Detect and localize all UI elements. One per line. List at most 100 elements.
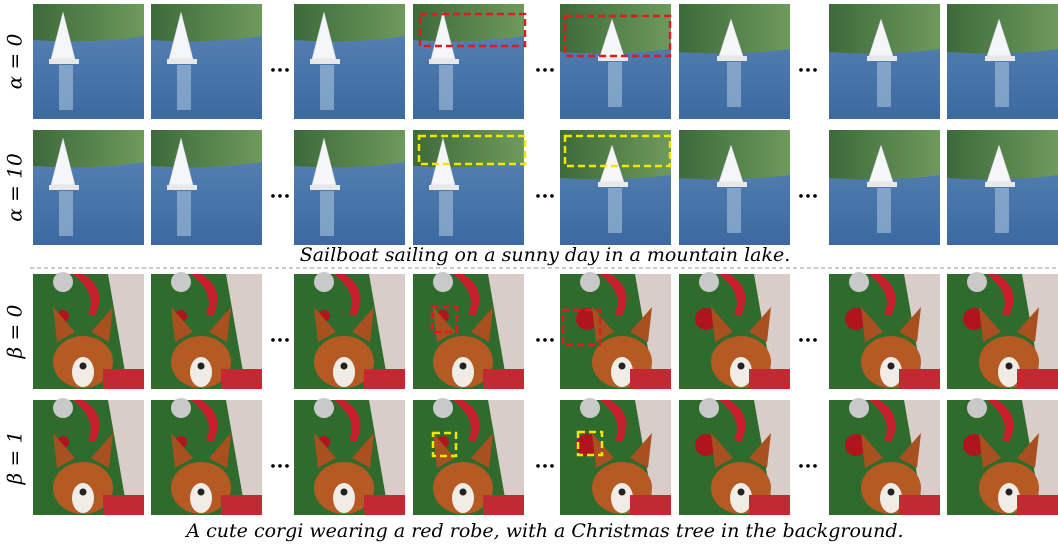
hull bbox=[167, 59, 197, 64]
ornament bbox=[845, 434, 867, 456]
row-label: α = 0 bbox=[3, 33, 27, 89]
muzzle bbox=[730, 483, 752, 513]
ribbon bbox=[334, 400, 361, 442]
nose bbox=[459, 488, 467, 496]
nose bbox=[79, 362, 87, 370]
ellipsis: ... bbox=[535, 449, 556, 473]
nose bbox=[340, 488, 348, 496]
muzzle bbox=[452, 357, 474, 387]
hills bbox=[33, 4, 144, 42]
silver-ball bbox=[580, 398, 600, 418]
ellipsis: ... bbox=[270, 449, 291, 473]
muzzle bbox=[998, 483, 1020, 513]
ears bbox=[592, 307, 652, 342]
robe bbox=[749, 369, 790, 389]
nose bbox=[618, 362, 626, 370]
ears bbox=[171, 307, 231, 342]
ornament bbox=[576, 434, 598, 456]
highlight-box bbox=[417, 134, 527, 166]
image bbox=[560, 130, 671, 245]
ribbon bbox=[719, 274, 746, 316]
image bbox=[294, 4, 405, 119]
row-label: β = 1 bbox=[3, 431, 27, 486]
ears bbox=[433, 433, 493, 468]
nose bbox=[340, 362, 348, 370]
highlight-box bbox=[561, 308, 602, 347]
hills bbox=[294, 130, 405, 168]
silver-ball bbox=[849, 272, 869, 292]
image bbox=[294, 272, 405, 389]
ornament bbox=[695, 434, 717, 456]
ribbon bbox=[600, 274, 627, 316]
hull bbox=[598, 182, 628, 187]
silver-ball bbox=[171, 272, 191, 292]
image bbox=[413, 4, 524, 119]
hull bbox=[310, 59, 340, 64]
highlight-box bbox=[430, 305, 459, 334]
highlight-box bbox=[576, 430, 604, 457]
robe bbox=[221, 369, 262, 389]
ears bbox=[314, 307, 374, 342]
ellipsis: ... bbox=[270, 179, 291, 203]
ellipsis: ... bbox=[535, 179, 556, 203]
reflection bbox=[727, 188, 741, 233]
muzzle bbox=[880, 483, 902, 513]
image bbox=[829, 398, 940, 515]
reflection bbox=[59, 191, 73, 236]
robe bbox=[483, 495, 524, 515]
muzzle bbox=[190, 483, 212, 513]
hills bbox=[151, 4, 262, 42]
muzzle bbox=[190, 357, 212, 387]
hull bbox=[167, 185, 197, 190]
reflection bbox=[877, 188, 891, 233]
image bbox=[679, 272, 790, 389]
image bbox=[33, 272, 144, 389]
ornament bbox=[963, 308, 985, 330]
silver-ball bbox=[967, 272, 987, 292]
ellipsis: ... bbox=[270, 323, 291, 347]
hull bbox=[49, 185, 79, 190]
ribbon bbox=[191, 400, 218, 442]
ribbon bbox=[987, 400, 1014, 442]
robe bbox=[899, 369, 940, 389]
muzzle bbox=[611, 357, 633, 387]
image bbox=[151, 4, 262, 119]
reflection bbox=[995, 62, 1009, 107]
silver-ball bbox=[314, 272, 334, 292]
hull bbox=[717, 182, 747, 187]
ribbon bbox=[73, 274, 100, 316]
ellipsis: ... bbox=[798, 449, 819, 473]
hull bbox=[985, 56, 1015, 61]
image bbox=[679, 4, 790, 119]
ellipsis: ... bbox=[535, 53, 556, 77]
muzzle bbox=[72, 483, 94, 513]
reflection bbox=[608, 188, 622, 233]
row-label: α = 10 bbox=[3, 153, 27, 222]
robe bbox=[221, 495, 262, 515]
silver-ball bbox=[967, 398, 987, 418]
image bbox=[947, 130, 1058, 245]
silver-ball bbox=[314, 398, 334, 418]
highlight-box bbox=[563, 14, 672, 58]
nose bbox=[887, 488, 895, 496]
ribbon bbox=[334, 274, 361, 316]
ears bbox=[53, 433, 113, 468]
muzzle bbox=[333, 483, 355, 513]
ears bbox=[861, 307, 921, 342]
nose bbox=[887, 362, 895, 370]
ears bbox=[861, 433, 921, 468]
reflection bbox=[320, 65, 334, 110]
highlight-box bbox=[563, 134, 672, 168]
image bbox=[829, 130, 940, 245]
hills bbox=[947, 4, 1058, 54]
image bbox=[413, 272, 524, 389]
reflection bbox=[439, 65, 453, 110]
ribbon bbox=[73, 400, 100, 442]
reflection bbox=[177, 65, 191, 110]
hills bbox=[151, 130, 262, 168]
hills bbox=[294, 4, 405, 42]
hull bbox=[49, 59, 79, 64]
image bbox=[947, 272, 1058, 389]
image bbox=[829, 4, 940, 119]
image bbox=[560, 398, 671, 515]
